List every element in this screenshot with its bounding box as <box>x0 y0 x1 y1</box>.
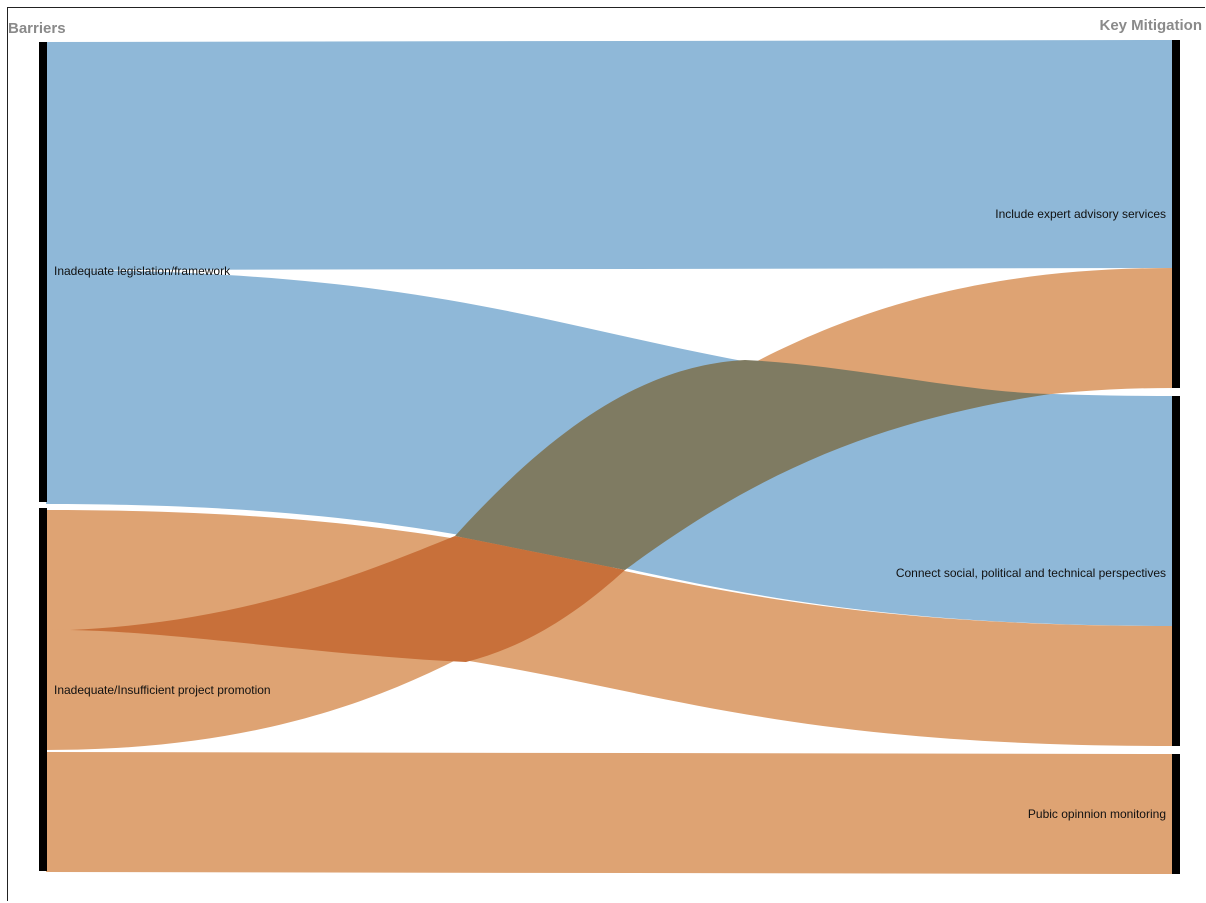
overlap-region-orange <box>70 536 625 662</box>
node-bar-promotion <box>39 508 47 871</box>
node-bar-advisory <box>1172 40 1180 388</box>
label-legislation: Inadequate legislation/framework <box>54 264 231 278</box>
key-mitigation-column-title: Key Mitigation <box>1099 17 1202 34</box>
label-advisory: Include expert advisory services <box>995 207 1166 221</box>
node-bar-legislation <box>39 42 47 502</box>
barriers-column-title: Barriers <box>8 20 66 37</box>
overlap-region-dark <box>455 360 1050 570</box>
node-bar-opinion <box>1172 754 1180 874</box>
diagram-frame <box>7 7 1205 901</box>
link-legislation-to-advisory <box>46 40 1172 270</box>
link-promotion-to-connect <box>46 510 1172 746</box>
label-opinion: Pubic opinnion monitoring <box>1028 807 1166 821</box>
label-promotion: Inadequate/Insufficient project promotio… <box>54 683 271 697</box>
link-promotion-to-opinion <box>46 752 1172 874</box>
label-connect: Connect social, political and technical … <box>896 566 1166 580</box>
node-bar-connect <box>1172 396 1180 746</box>
